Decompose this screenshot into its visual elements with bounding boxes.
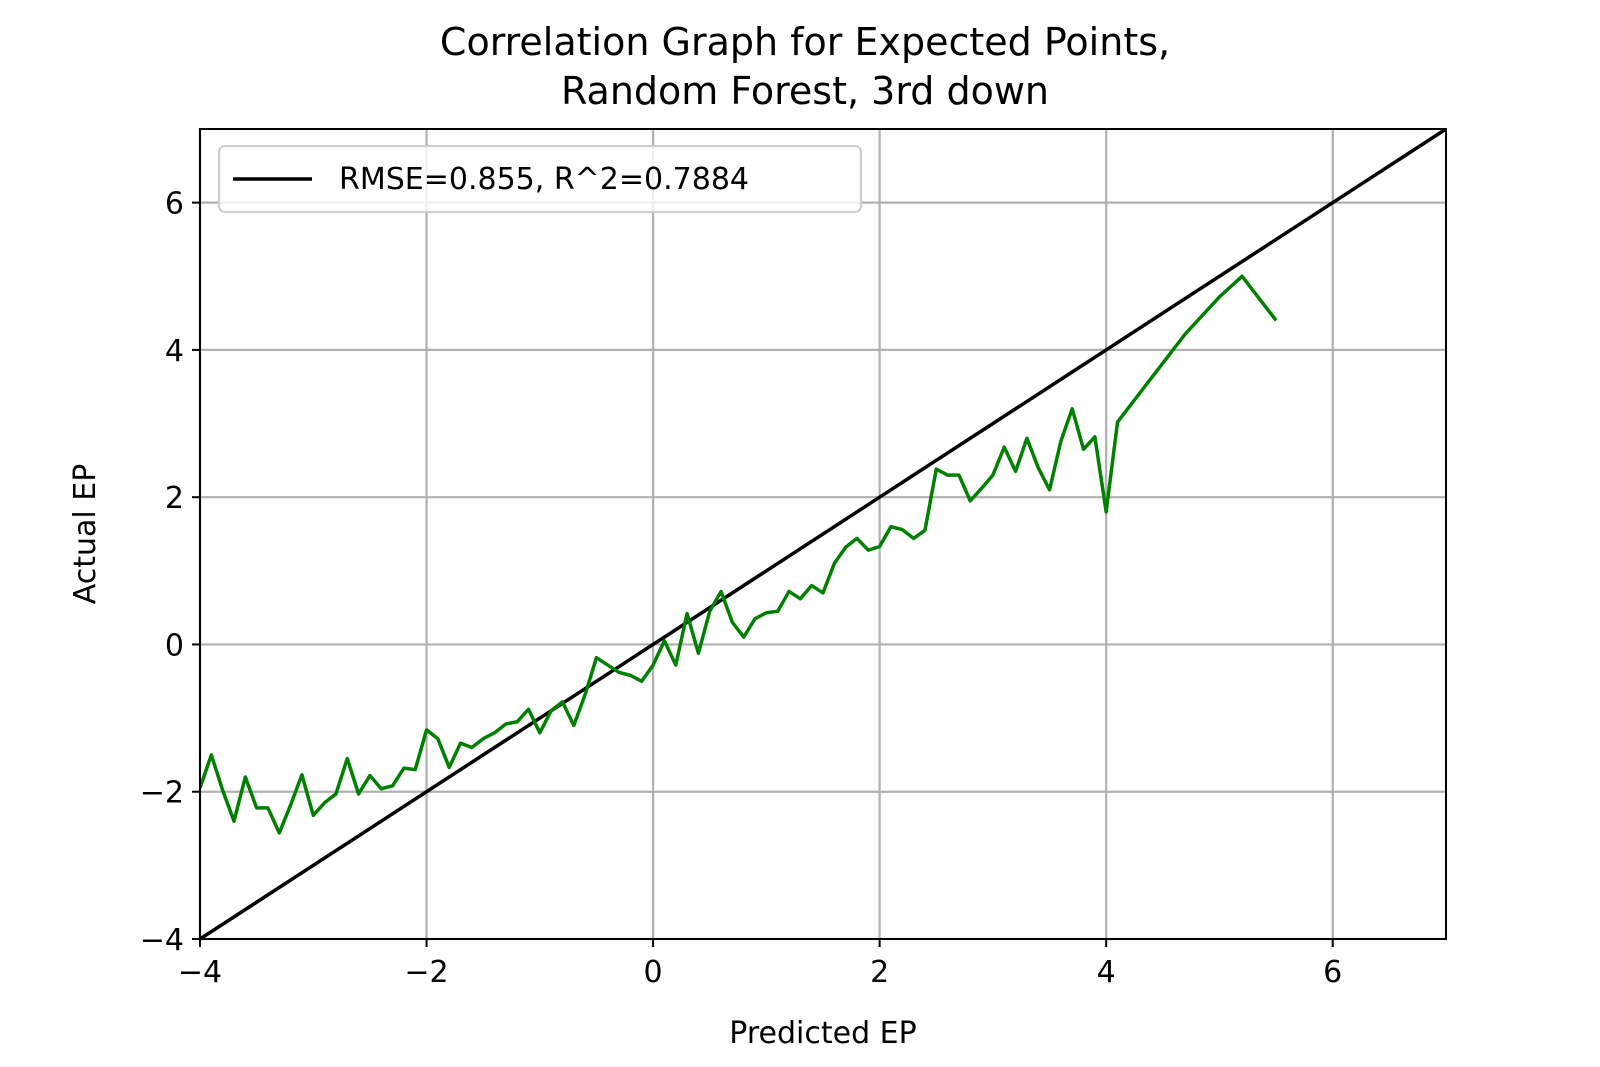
legend: RMSE=0.855, R^2=0.7884 bbox=[218, 145, 862, 213]
x-tick-label: −2 bbox=[404, 955, 448, 990]
y-tick-label: 6 bbox=[165, 187, 184, 222]
plot-frame bbox=[199, 128, 1447, 940]
x-tick-label: 4 bbox=[1097, 955, 1116, 990]
y-tick-label: 4 bbox=[165, 334, 184, 369]
x-axis-label: Predicted EP bbox=[729, 1016, 916, 1051]
y-tick-label: −4 bbox=[140, 923, 184, 958]
chart-title-line-1: Correlation Graph for Expected Points, bbox=[440, 20, 1170, 64]
legend-label: RMSE=0.855, R^2=0.7884 bbox=[339, 162, 749, 197]
y-tick-label: −2 bbox=[140, 776, 184, 811]
legend-box bbox=[218, 145, 862, 213]
chart-title-line-2: Random Forest, 3rd down bbox=[561, 69, 1049, 113]
y-tick-label: 0 bbox=[165, 628, 184, 663]
x-tick-label: 0 bbox=[644, 955, 663, 990]
x-tick-label: 2 bbox=[870, 955, 889, 990]
y-axis-label: Actual EP bbox=[68, 464, 103, 605]
series-group bbox=[200, 129, 1446, 939]
x-tick-label: −4 bbox=[178, 955, 222, 990]
grid bbox=[198, 129, 1446, 941]
y-tick-label: 2 bbox=[165, 481, 184, 516]
ticks: −4 −2 0 2 4 6 −4 −2 0 2 4 6 bbox=[140, 187, 1343, 990]
x-tick-label: 6 bbox=[1323, 955, 1342, 990]
series-line-actual bbox=[200, 274, 1278, 835]
series-line-reference bbox=[200, 129, 1446, 939]
